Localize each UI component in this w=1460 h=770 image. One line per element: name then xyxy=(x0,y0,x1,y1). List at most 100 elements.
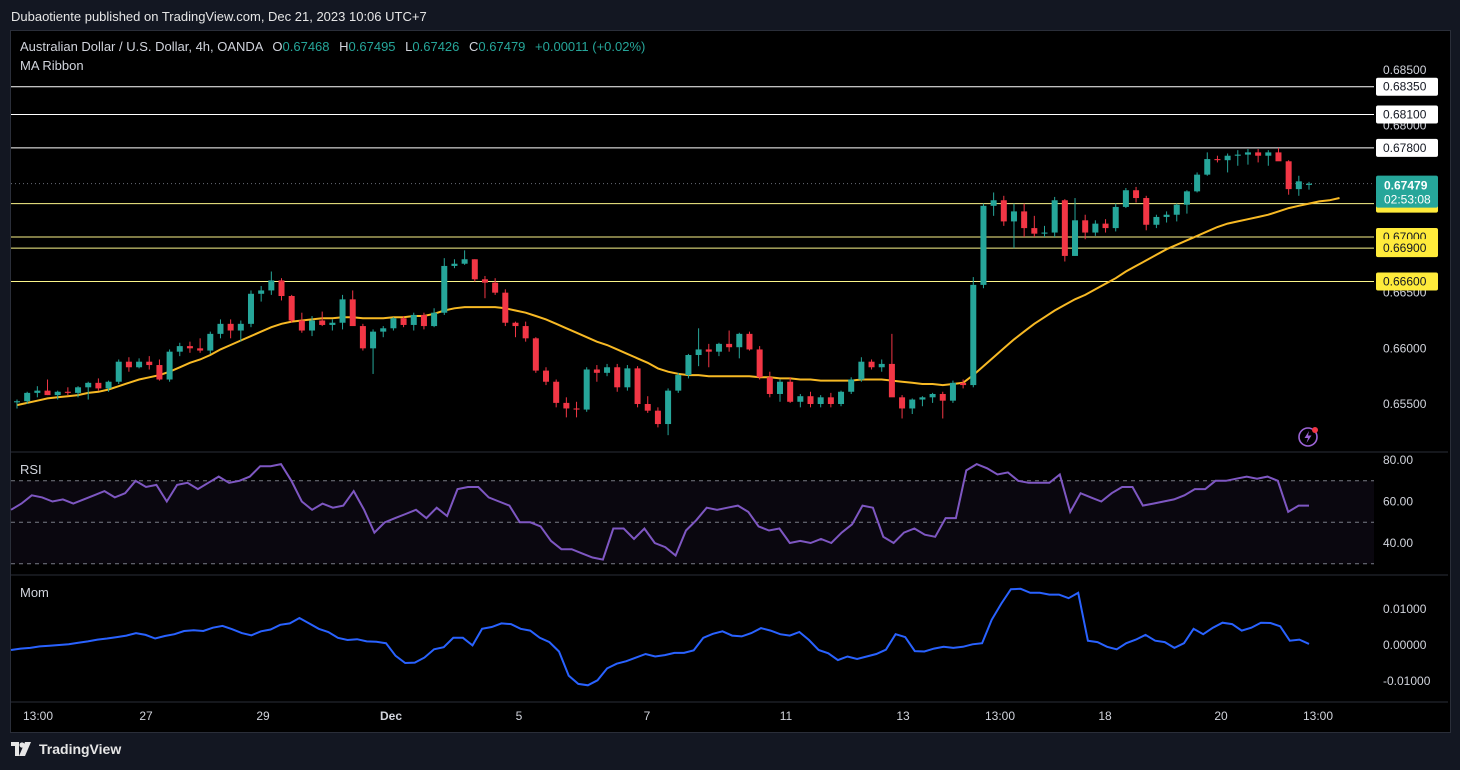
candle xyxy=(451,259,458,269)
candle xyxy=(410,312,417,331)
candle xyxy=(604,363,611,377)
candle xyxy=(807,391,814,408)
candle xyxy=(461,250,468,265)
candle xyxy=(899,395,906,419)
candle xyxy=(95,378,102,391)
candle-body xyxy=(949,382,956,401)
candle-body xyxy=(24,392,31,402)
candle xyxy=(1153,214,1160,229)
candle-body xyxy=(685,355,692,376)
candle xyxy=(939,391,946,419)
time-axis-tick: 13:00 xyxy=(23,709,53,723)
candle-body xyxy=(1122,190,1129,207)
candle-body xyxy=(1041,232,1048,234)
candle-body xyxy=(237,323,244,331)
price-axis-tick: 0.65500 xyxy=(1383,397,1427,411)
candle-body xyxy=(593,369,600,373)
candle xyxy=(166,349,173,382)
candle-body xyxy=(268,280,275,291)
candle xyxy=(268,271,275,295)
candle-body xyxy=(1244,152,1251,155)
candle-body xyxy=(787,381,794,402)
candle-body xyxy=(1051,200,1058,233)
candle-body xyxy=(624,368,631,388)
candle-body xyxy=(1173,204,1180,215)
bar-countdown: 02:53:08 xyxy=(1384,193,1431,207)
candle xyxy=(766,371,773,398)
candle-body xyxy=(64,391,71,393)
candle-body xyxy=(573,408,580,410)
mom-axis-tick: 0.01000 xyxy=(1383,602,1427,616)
candle-body xyxy=(1000,200,1007,222)
candle xyxy=(949,380,956,403)
candle xyxy=(726,330,733,352)
candle xyxy=(1102,219,1109,233)
candle-body xyxy=(827,397,834,404)
level-badge xyxy=(1376,239,1438,258)
time-axis-tick: 13:00 xyxy=(985,709,1015,723)
candle xyxy=(909,398,916,415)
candle-body xyxy=(543,370,550,382)
candle-body xyxy=(766,377,773,394)
candle-body xyxy=(146,361,153,366)
candle-body xyxy=(1061,200,1068,256)
ma-ribbon-label[interactable]: MA Ribbon xyxy=(20,58,84,73)
candle xyxy=(1000,195,1007,226)
candle xyxy=(705,343,712,368)
mom-pane-label[interactable]: Mom xyxy=(20,585,49,600)
candle xyxy=(471,259,478,282)
candle xyxy=(960,379,967,389)
candle xyxy=(125,357,132,372)
candle xyxy=(858,357,865,382)
candle-body xyxy=(644,404,651,411)
candle xyxy=(1255,149,1262,163)
candle-body xyxy=(1010,211,1017,222)
candle-body xyxy=(960,382,967,386)
candle-body xyxy=(868,361,875,368)
candle xyxy=(614,363,621,392)
symbol-title[interactable]: Australian Dollar / U.S. Dollar, 4h, OAN… xyxy=(20,39,263,54)
candle-body xyxy=(309,320,316,331)
mom-axis-tick: 0.00000 xyxy=(1383,638,1427,652)
candle xyxy=(970,277,977,388)
level-badge xyxy=(1376,77,1438,96)
candle xyxy=(34,386,41,398)
candle xyxy=(1244,149,1251,165)
candle xyxy=(349,290,356,327)
candle-body xyxy=(44,390,51,396)
candle xyxy=(797,393,804,408)
candle-body xyxy=(899,397,906,409)
candle-body xyxy=(807,396,814,404)
lightning-icon[interactable] xyxy=(1297,426,1319,448)
candle-body xyxy=(278,280,285,297)
level-badge xyxy=(1376,105,1438,124)
candle xyxy=(44,379,51,396)
symbol-legend[interactable]: Australian Dollar / U.S. Dollar, 4h, OAN… xyxy=(20,39,645,54)
candle xyxy=(685,353,692,379)
candle-body xyxy=(838,391,845,404)
candle xyxy=(1143,195,1150,231)
momentum-line xyxy=(10,587,1310,687)
candle xyxy=(776,379,783,402)
candle xyxy=(247,290,254,328)
candle-body xyxy=(136,361,143,368)
candle xyxy=(827,392,834,408)
candle-body xyxy=(95,382,102,389)
candle xyxy=(64,387,71,396)
candle xyxy=(563,397,570,418)
candle-body xyxy=(715,343,722,352)
tradingview-brand[interactable]: TradingView xyxy=(11,741,121,757)
candle-body xyxy=(797,396,804,402)
candle xyxy=(1031,215,1038,237)
candle xyxy=(695,328,702,367)
time-axis-tick: Dec xyxy=(380,709,402,723)
candle-body xyxy=(990,200,997,206)
candle-body xyxy=(614,367,621,388)
candle-body xyxy=(1031,228,1038,234)
candle xyxy=(176,342,183,357)
candle-body xyxy=(451,263,458,266)
chart-frame[interactable] xyxy=(10,30,1451,733)
candle-body xyxy=(970,284,977,386)
rsi-pane-label[interactable]: RSI xyxy=(20,462,42,477)
